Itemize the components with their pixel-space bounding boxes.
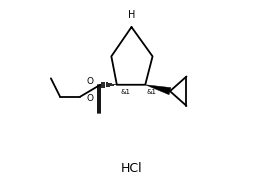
Text: O: O: [87, 77, 93, 86]
Text: O: O: [86, 94, 93, 102]
Text: HCl: HCl: [121, 162, 142, 175]
Polygon shape: [145, 85, 171, 95]
Text: &1: &1: [146, 89, 156, 95]
Text: &1: &1: [120, 89, 130, 95]
Text: H: H: [128, 10, 135, 20]
